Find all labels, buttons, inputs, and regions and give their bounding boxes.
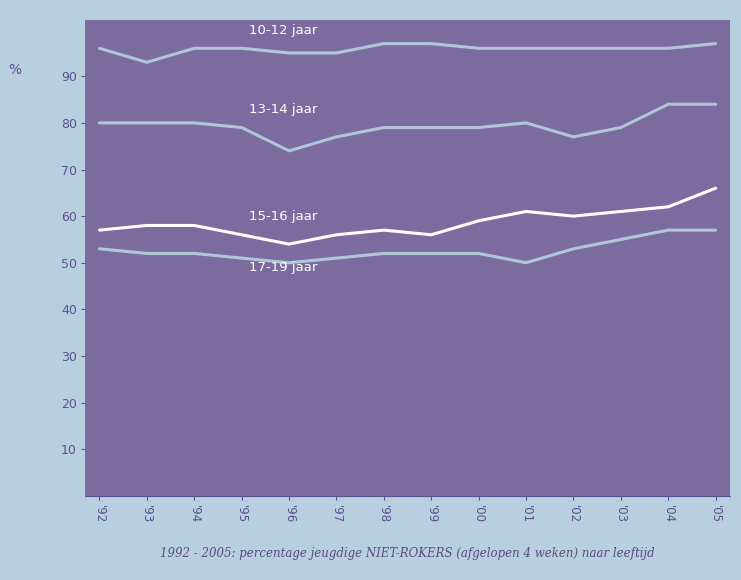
Text: 1992 - 2005: percentage jeugdige NIET-ROKERS (afgelopen 4 weken) naar leeftijd: 1992 - 2005: percentage jeugdige NIET-RO…: [160, 548, 655, 560]
Text: 15-16 jaar: 15-16 jaar: [249, 210, 317, 223]
Text: 13-14 jaar: 13-14 jaar: [249, 103, 317, 116]
Text: 10-12 jaar: 10-12 jaar: [249, 24, 317, 37]
Text: 17-19 jaar: 17-19 jaar: [249, 262, 317, 274]
Text: %: %: [8, 63, 21, 77]
